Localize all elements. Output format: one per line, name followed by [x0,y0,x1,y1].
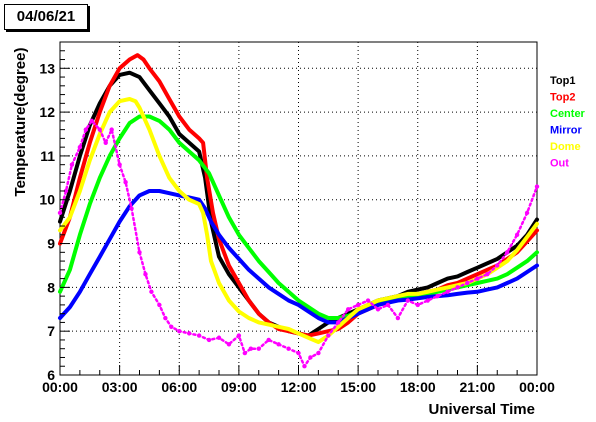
series-point-out [97,127,102,132]
x-tick-label: 06:00 [161,379,197,395]
series-point-out [206,337,212,343]
x-tick-label: 00:00 [42,379,78,395]
series-point-out [149,289,154,294]
series-point-out [157,302,162,308]
series-point-out [266,337,271,343]
series-point-out [534,184,540,189]
y-tick-label: 11 [40,148,55,164]
axes: 00:00 03:00 06:00 09:00 12:00 15:00 18:00 21:00… [39,41,555,395]
series-group [57,53,540,369]
legend-entry-center: Center [550,108,586,120]
legend-entry-out: Out [550,158,569,170]
series-point-out [226,342,232,347]
x-tick-label: 03:00 [102,379,138,395]
series-point-out [89,118,95,124]
y-tick-label: 7 [47,323,55,339]
y-tick-label: 12 [39,104,55,120]
series-point-out [336,320,341,325]
legend-entry-top2: Top2 [550,92,575,104]
series-point-out [355,302,361,308]
series-out [57,118,540,369]
x-tick-label: 12:00 [281,379,317,395]
y-tick-label: 13 [39,60,55,76]
series-point-out [385,302,391,308]
series-mirror [58,189,539,325]
series-point-out [445,289,450,294]
series-point-out [186,331,192,336]
series-point-out [308,355,313,360]
series-point-out [485,272,490,277]
series-point-out [163,315,168,321]
series-point-out [103,140,108,145]
x-tick-label: 21:00 [459,379,495,395]
y-tick-label: 9 [47,236,55,252]
series-point-out [177,328,182,334]
series-point-out [248,346,253,351]
y-tick-label: 10 [39,192,55,208]
series-point-out [143,272,148,277]
series-point-out [524,210,530,216]
legend: Top1 Top2 Center Mirror Dome Out [550,75,586,170]
series-point-out [216,335,222,340]
series-point-out [326,333,331,338]
series-line-mirror [58,189,539,325]
date-label: 04/06/21 [4,4,88,30]
series-point-out [495,263,500,268]
legend-entry-dome: Dome [550,141,581,153]
y-tick-label: 6 [47,367,55,383]
series-point-out [316,350,321,356]
x-tick-label: 00:00 [519,379,555,395]
series-top2 [58,53,539,338]
series-point-out [465,280,470,286]
series-point-out [296,350,301,356]
x-tick-label: 18:00 [400,379,436,395]
legend-entry-mirror: Mirror [550,125,583,137]
series-point-out [415,302,420,308]
series-point-out [475,276,480,281]
series-point-out [196,333,202,338]
series-point-out [57,210,63,216]
series-point-out [455,285,460,290]
series-line-top2 [58,53,539,338]
series-line-out [58,119,539,368]
series-point-out [435,293,440,299]
series-point-out [514,232,520,237]
series-point-out [77,144,83,150]
series-point-out [129,206,134,211]
series-point-out [236,333,242,338]
series-point-out [345,307,351,312]
series-point-out [69,162,75,167]
series-point-out [405,298,411,303]
series-point-out [109,127,114,132]
legend-entry-top1: Top1 [550,75,575,87]
series-line-dome [58,97,539,345]
series-point-out [365,298,371,303]
x-tick-label: 15:00 [340,379,376,395]
series-point-out [276,342,281,347]
x-axis-label: Universal Time [429,401,535,418]
series-point-out [256,346,261,351]
series-point-out [63,188,69,194]
series-point-out [83,127,89,132]
series-point-out [242,350,248,356]
x-tick-label: 09:00 [221,379,257,395]
series-point-out [137,250,142,255]
y-axis-label: Temperature(degree) [12,48,29,197]
series-dome [58,97,539,345]
series-point-out [425,298,430,303]
series-point-out [302,364,307,369]
y-tick-label: 8 [47,279,55,295]
series-point-out [375,307,381,312]
series-point-out [286,346,291,351]
series-point-out [123,180,128,185]
series-point-out [169,324,174,330]
series-point-out [395,315,401,321]
series-point-out [504,250,510,255]
series-point-out [117,162,122,167]
